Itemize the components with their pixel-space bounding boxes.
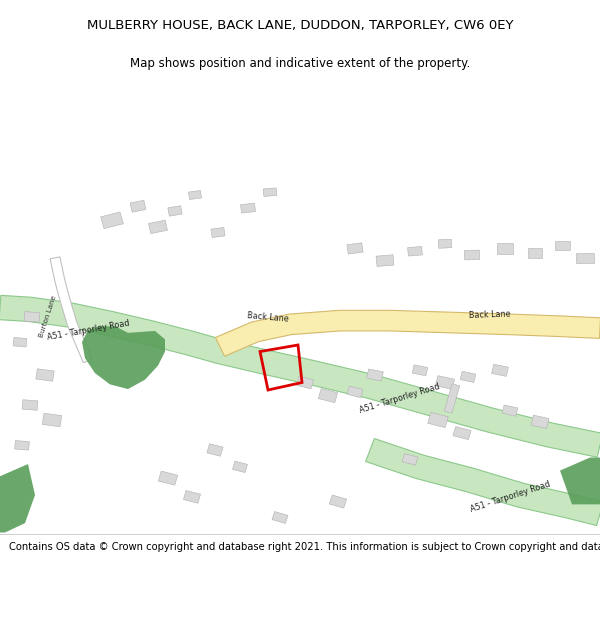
Text: A51 - Tarporley Road: A51 - Tarporley Road — [469, 480, 551, 514]
Polygon shape — [319, 389, 338, 402]
Polygon shape — [428, 412, 448, 428]
Polygon shape — [436, 376, 455, 389]
Polygon shape — [376, 255, 394, 266]
Polygon shape — [367, 369, 383, 381]
Polygon shape — [24, 312, 40, 322]
Polygon shape — [215, 311, 600, 356]
Polygon shape — [444, 384, 460, 413]
Polygon shape — [365, 439, 600, 526]
Polygon shape — [207, 444, 223, 456]
Polygon shape — [491, 364, 508, 376]
Polygon shape — [168, 206, 182, 216]
Polygon shape — [329, 495, 347, 508]
Polygon shape — [50, 257, 92, 362]
Polygon shape — [497, 243, 513, 254]
Polygon shape — [576, 253, 594, 263]
Polygon shape — [184, 491, 200, 503]
Polygon shape — [241, 203, 256, 213]
Polygon shape — [233, 461, 247, 472]
Text: Contains OS data © Crown copyright and database right 2021. This information is : Contains OS data © Crown copyright and d… — [9, 542, 600, 552]
Polygon shape — [0, 464, 35, 532]
Polygon shape — [22, 400, 38, 410]
Polygon shape — [347, 386, 363, 398]
Polygon shape — [272, 511, 288, 524]
Polygon shape — [438, 239, 452, 248]
Text: Back Lane: Back Lane — [247, 311, 289, 323]
Polygon shape — [347, 243, 363, 254]
Polygon shape — [412, 365, 428, 376]
Text: Back Lane: Back Lane — [469, 310, 511, 320]
Polygon shape — [13, 338, 27, 347]
Text: MULBERRY HOUSE, BACK LANE, DUDDON, TARPORLEY, CW6 0EY: MULBERRY HOUSE, BACK LANE, DUDDON, TARPO… — [87, 19, 513, 32]
Polygon shape — [531, 415, 549, 429]
Text: A51 - Tarporley Road: A51 - Tarporley Road — [46, 318, 130, 342]
Polygon shape — [82, 326, 165, 389]
Polygon shape — [453, 427, 471, 439]
Text: Map shows position and indicative extent of the property.: Map shows position and indicative extent… — [130, 57, 470, 70]
Polygon shape — [502, 405, 518, 416]
Polygon shape — [402, 454, 418, 465]
Polygon shape — [263, 188, 277, 196]
Polygon shape — [460, 371, 476, 382]
Polygon shape — [158, 471, 178, 485]
Polygon shape — [528, 248, 542, 258]
Polygon shape — [14, 441, 29, 450]
Polygon shape — [188, 191, 202, 199]
Polygon shape — [296, 376, 314, 389]
Polygon shape — [211, 228, 225, 238]
Polygon shape — [36, 369, 54, 381]
Polygon shape — [42, 413, 62, 427]
Polygon shape — [554, 241, 569, 250]
Polygon shape — [464, 250, 479, 260]
Text: A51 - Tarporley Road: A51 - Tarporley Road — [359, 382, 441, 415]
Text: Burton Lane: Burton Lane — [38, 295, 58, 339]
Polygon shape — [0, 296, 600, 458]
Polygon shape — [149, 220, 167, 234]
Polygon shape — [407, 246, 422, 256]
Polygon shape — [130, 200, 146, 212]
Polygon shape — [101, 212, 124, 229]
Polygon shape — [560, 458, 600, 504]
